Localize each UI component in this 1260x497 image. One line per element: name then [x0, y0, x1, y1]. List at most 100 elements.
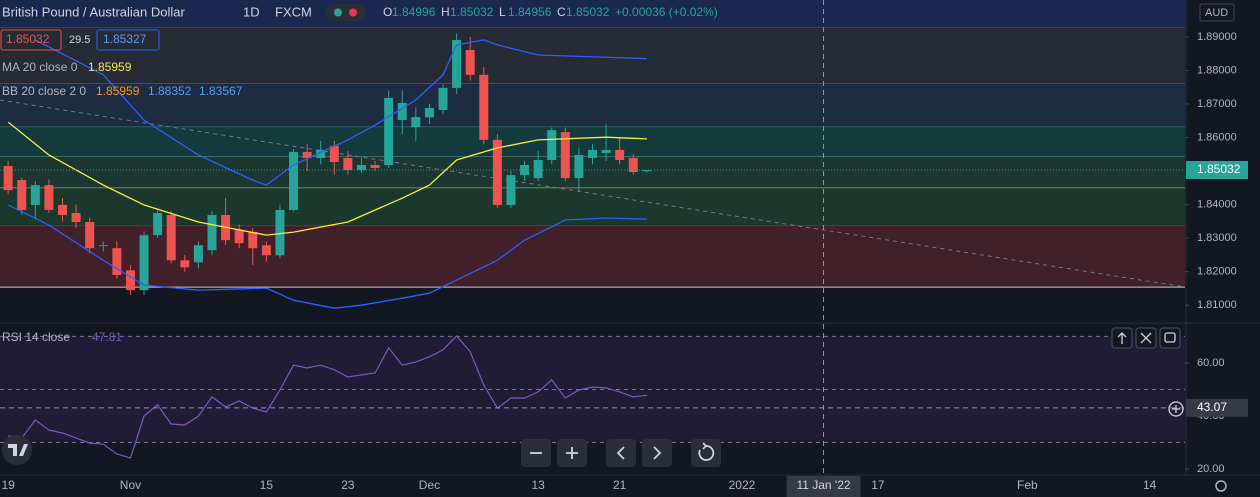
- symbol: British Pound / Australian Dollar: [2, 4, 185, 19]
- pane-buttons: [1111, 327, 1184, 417]
- ohlc-letter: C: [557, 5, 566, 19]
- y-tick-label: 20.00: [1197, 463, 1225, 475]
- rsi-legend-value: 47.81: [92, 330, 122, 344]
- ohlc-value: 1.85032: [450, 5, 494, 19]
- rsi-line: [8, 335, 647, 459]
- candle-body: [370, 165, 380, 169]
- rsi-legend: RSI 14 close: [2, 330, 70, 344]
- candle-body: [601, 149, 611, 153]
- ohlc-value: 1.84956: [508, 5, 552, 19]
- candle-body: [98, 245, 108, 247]
- buy-box[interactable]: [96, 29, 160, 51]
- x-tick-label: 13: [531, 478, 545, 492]
- candle-body: [479, 74, 489, 140]
- right-icon: [653, 446, 662, 460]
- x-tick-label: 2022: [729, 478, 756, 492]
- candle-body: [17, 180, 27, 210]
- maximize-button[interactable]: [1159, 327, 1181, 349]
- candle-body: [3, 166, 13, 191]
- candle-body: [44, 185, 54, 210]
- bb-upper-value: 1.88352: [148, 84, 192, 98]
- zone: [0, 27, 1185, 84]
- candle-body: [424, 108, 434, 118]
- candle-body: [85, 222, 95, 249]
- settings-icon[interactable]: [1215, 480, 1227, 492]
- candle-body: [193, 245, 203, 263]
- sell-box[interactable]: [0, 29, 62, 51]
- y-tick-label: 1.86000: [1197, 131, 1237, 143]
- y-tick-label: 1.88000: [1197, 64, 1237, 76]
- candle-body: [615, 149, 625, 160]
- candle-body: [438, 87, 448, 111]
- candle-body: [492, 139, 502, 205]
- status-dot: [334, 8, 342, 17]
- ma-legend: MA 20 close 0: [2, 60, 78, 74]
- crosshair-y-label: 43.07: [1197, 400, 1227, 414]
- crosshair-x-tag: [786, 476, 861, 497]
- y-tick-label: 1.84000: [1197, 199, 1237, 211]
- plus-icon: [566, 447, 578, 459]
- x-tick-label: Feb: [1017, 478, 1038, 492]
- interval: 1D: [243, 4, 260, 19]
- scroll-left-button[interactable]: [606, 439, 636, 467]
- spread: 29.5: [69, 34, 90, 46]
- y-tick-label: 1.89000: [1197, 31, 1237, 43]
- x-tick-label: 23: [341, 478, 355, 492]
- arrow-icon: [1117, 332, 1127, 344]
- x-tick-label: 17: [871, 478, 885, 492]
- exchange: FXCM: [275, 4, 312, 19]
- currency: AUD: [1205, 7, 1228, 19]
- overlay-line: [7, 121, 647, 236]
- crosshair-y-tag: [1186, 398, 1248, 417]
- add-button[interactable]: [1168, 401, 1184, 417]
- toolbar: [521, 439, 721, 467]
- candle-body: [465, 49, 475, 75]
- left-icon: [616, 446, 625, 460]
- y-tick-label: 1.82000: [1197, 266, 1237, 278]
- candle-body: [560, 132, 570, 179]
- zone: [0, 226, 1185, 288]
- logo: [2, 435, 32, 465]
- last-price-tag: [1186, 160, 1248, 179]
- sell-price: 1.85032: [6, 32, 50, 46]
- x-tick-label: 19: [1, 478, 15, 492]
- candle-body: [275, 209, 285, 256]
- ohlc-legend: O 1.84996 H 1.85032 L 1.84956 C 1.85032 +0.00036…: [383, 5, 718, 19]
- zone: [0, 83, 1185, 128]
- candle-body: [533, 159, 543, 179]
- change: +0.00036 (+0.02%): [615, 5, 718, 19]
- candle-body: [125, 270, 135, 291]
- candle-body: [248, 232, 258, 249]
- y-tick-label: 1.81000: [1197, 299, 1237, 311]
- logo-mark: [8, 444, 28, 456]
- currency-button[interactable]: [1199, 3, 1235, 22]
- x-tick-label: 15: [260, 478, 274, 492]
- ohlc-value: 1.85032: [566, 5, 610, 19]
- bb-basis-value: 1.85959: [96, 84, 140, 98]
- reset-icon: [698, 442, 715, 461]
- candle-body: [452, 39, 462, 88]
- candle-body: [180, 260, 190, 268]
- candle-body: [588, 149, 597, 158]
- bb-legend: BB 20 close 2 0: [2, 84, 86, 98]
- overlay-line: [7, 204, 647, 309]
- x-tick-label: Nov: [120, 478, 141, 492]
- y-tick-label: 60.00: [1197, 357, 1225, 369]
- buy-price: 1.85327: [103, 32, 147, 46]
- status-dot: [349, 8, 357, 17]
- scroll-right-button[interactable]: [642, 439, 672, 467]
- candle-body: [356, 165, 366, 171]
- zones: [0, 0, 1185, 444]
- ohlc-letter: L: [499, 5, 506, 19]
- status-pill[interactable]: [326, 4, 366, 21]
- reset-button[interactable]: [691, 439, 721, 467]
- ohlc-value: 1.84996: [392, 5, 436, 19]
- ohlc-letter: O: [383, 5, 392, 19]
- candle-body: [547, 130, 557, 160]
- candle-body: [329, 145, 339, 163]
- candle-body: [316, 149, 326, 158]
- candle-body: [411, 117, 421, 128]
- candle-body: [506, 175, 516, 205]
